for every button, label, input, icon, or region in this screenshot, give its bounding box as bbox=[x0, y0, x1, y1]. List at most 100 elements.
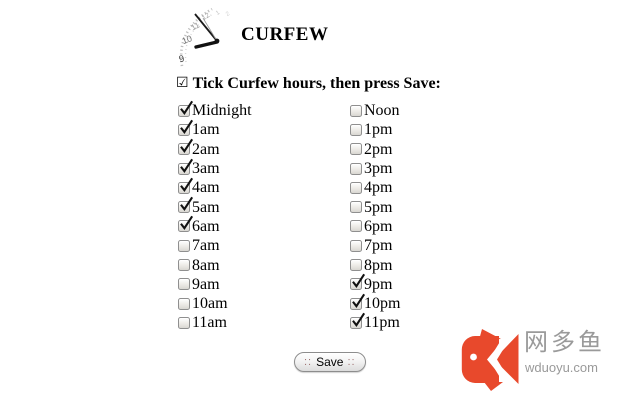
hour-checkbox[interactable] bbox=[350, 104, 362, 117]
hour-row: 10pm bbox=[350, 293, 401, 313]
save-button-label: Save bbox=[316, 355, 344, 369]
hour-row: 6am bbox=[178, 216, 252, 236]
save-button[interactable]: :: Save :: bbox=[294, 352, 366, 372]
hour-checkbox[interactable] bbox=[350, 162, 362, 175]
checkmark-icon bbox=[180, 216, 194, 231]
hour-row: Midnight bbox=[178, 100, 252, 120]
hour-label: 10am bbox=[192, 295, 228, 313]
save-button-deco-left: :: bbox=[304, 356, 313, 368]
hour-label: 9pm bbox=[364, 275, 393, 293]
hour-label: 1pm bbox=[364, 121, 393, 139]
hour-checkbox[interactable] bbox=[350, 312, 366, 329]
hour-checkbox[interactable] bbox=[178, 158, 194, 175]
clock-numeral-2: 2 bbox=[225, 11, 232, 18]
checkmark-icon bbox=[180, 138, 194, 154]
hour-row: 9pm bbox=[350, 274, 400, 294]
checkmark-icon bbox=[180, 100, 194, 115]
clock-numeral-1: 1 bbox=[215, 10, 222, 17]
hour-checkbox[interactable] bbox=[178, 297, 190, 310]
clock-hands bbox=[194, 13, 220, 49]
clock-numeral-12: 12 bbox=[201, 12, 211, 22]
hour-row: 5pm bbox=[350, 197, 400, 216]
hour-checkbox[interactable] bbox=[178, 138, 194, 156]
hour-checkbox[interactable] bbox=[350, 123, 362, 136]
hour-row: 11am bbox=[178, 313, 252, 332]
hour-checkbox[interactable] bbox=[178, 119, 194, 136]
hour-checkbox[interactable] bbox=[350, 274, 366, 291]
hour-label: 8pm bbox=[364, 256, 393, 274]
checkmark-icon bbox=[180, 177, 194, 192]
hour-label: 6am bbox=[192, 217, 220, 235]
hour-label: 1am bbox=[192, 121, 220, 139]
hour-checkbox[interactable] bbox=[178, 177, 194, 194]
clock-icon: 9 10 11 12 1 2 bbox=[178, 8, 232, 67]
hour-checkbox[interactable] bbox=[350, 220, 362, 233]
hour-row: 4pm bbox=[350, 178, 400, 197]
hour-checkbox[interactable] bbox=[178, 196, 194, 214]
hour-label: 2pm bbox=[364, 140, 393, 158]
watermark: 网多鱼 wduoyu.com bbox=[461, 324, 636, 394]
checkmark-icon bbox=[180, 119, 194, 134]
checkmark-icon bbox=[352, 274, 366, 289]
hour-label: Midnight bbox=[192, 102, 252, 120]
hour-checkbox[interactable] bbox=[178, 216, 194, 233]
hour-checkbox[interactable] bbox=[178, 239, 190, 252]
hour-label: 10pm bbox=[364, 295, 401, 313]
hour-row: Noon bbox=[350, 101, 400, 120]
am-column: Midnight 1am bbox=[178, 100, 252, 333]
hour-label: 4am bbox=[192, 179, 220, 197]
hour-label: 11am bbox=[192, 314, 227, 332]
checkmark-icon bbox=[180, 158, 194, 173]
clock-numeral-10: 10 bbox=[180, 33, 193, 46]
hour-checkbox[interactable] bbox=[350, 293, 366, 310]
hour-row: 3am bbox=[178, 158, 252, 178]
hour-row: 10am bbox=[178, 294, 252, 313]
hour-checkbox[interactable] bbox=[178, 259, 190, 272]
hour-checkbox[interactable] bbox=[350, 143, 362, 156]
hour-label: 2am bbox=[192, 140, 220, 158]
hour-label: 3pm bbox=[364, 160, 393, 178]
hour-label: 6pm bbox=[364, 217, 393, 235]
hour-checkbox[interactable] bbox=[178, 278, 190, 291]
instruction-line: ☑ Tick Curfew hours, then press Save: bbox=[176, 75, 441, 93]
clock-numeral-11: 11 bbox=[190, 20, 202, 32]
checked-box-glyph: ☑ bbox=[176, 75, 189, 91]
hour-checkbox[interactable] bbox=[350, 259, 362, 272]
hour-row: 3pm bbox=[350, 159, 400, 178]
hour-label: 7pm bbox=[364, 237, 393, 255]
clock-numeral-9: 9 bbox=[178, 53, 186, 65]
hour-label: 11pm bbox=[364, 314, 400, 332]
hour-checkbox[interactable] bbox=[350, 239, 362, 252]
hour-checkbox[interactable] bbox=[178, 100, 194, 117]
fish-logo-icon bbox=[461, 329, 519, 391]
hour-label: 4pm bbox=[364, 179, 393, 197]
page-title: CURFEW bbox=[241, 24, 329, 45]
hour-checkbox[interactable] bbox=[350, 181, 362, 194]
hour-label: 5pm bbox=[364, 198, 393, 216]
watermark-site-name: 网多鱼 bbox=[524, 329, 605, 356]
hour-row: 7am bbox=[178, 236, 252, 255]
hour-label: 9am bbox=[192, 275, 220, 293]
hour-row: 1pm bbox=[350, 120, 400, 139]
hour-row: 11pm bbox=[350, 312, 400, 332]
hour-row: 8am bbox=[178, 255, 252, 274]
save-button-deco-right: :: bbox=[347, 356, 356, 368]
hour-row: 1am bbox=[178, 119, 252, 139]
checkmark-icon bbox=[352, 312, 366, 327]
hour-row: 4am bbox=[178, 177, 252, 197]
instruction-text: Tick Curfew hours, then press Save: bbox=[192, 75, 441, 92]
hour-row: 2pm bbox=[350, 140, 400, 159]
hour-row: 9am bbox=[178, 275, 252, 294]
hour-label: 5am bbox=[192, 198, 220, 216]
hour-row: 6pm bbox=[350, 217, 400, 236]
hour-row: 7pm bbox=[350, 236, 400, 255]
hour-checkbox[interactable] bbox=[178, 316, 190, 329]
hour-checkbox[interactable] bbox=[350, 201, 362, 214]
checkmark-icon bbox=[180, 196, 194, 212]
pm-column: Noon 1pm bbox=[350, 101, 400, 333]
hour-label: 7am bbox=[192, 237, 220, 255]
hour-label: 8am bbox=[192, 256, 220, 274]
watermark-site-url: wduoyu.com bbox=[525, 360, 598, 375]
hour-row: 5am bbox=[178, 196, 252, 216]
